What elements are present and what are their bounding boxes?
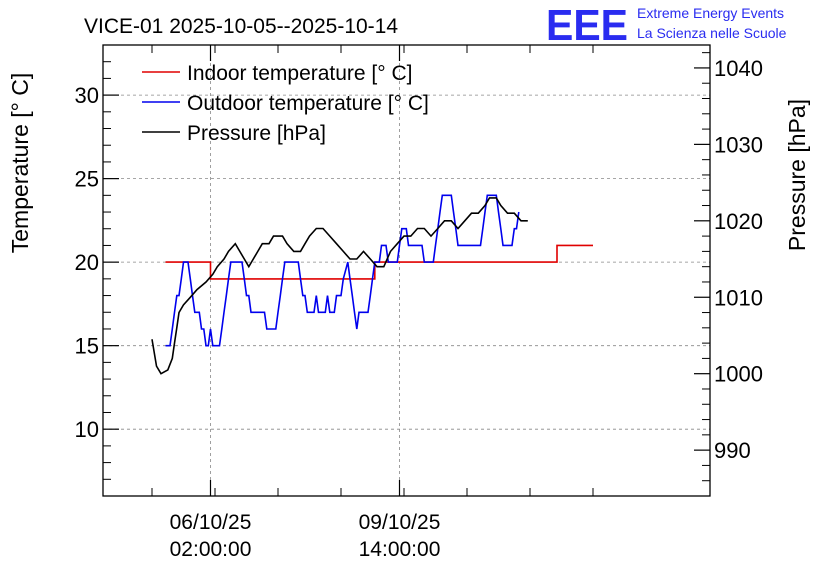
left-tick-label-10: 10 bbox=[75, 417, 99, 442]
left-tick-label-30: 30 bbox=[75, 83, 99, 108]
grid-lines bbox=[103, 45, 710, 496]
axes: 10 15 20 25 30 990 1000 1010 1020 1030 1040 06/10/2… bbox=[75, 44, 763, 561]
legend-label-indoor: Indoor temperature [° C] bbox=[187, 62, 413, 85]
right-tick-label-990: 990 bbox=[714, 438, 751, 463]
x-tick-label-time-0: 02:00:00 bbox=[170, 538, 252, 561]
plot-series bbox=[151, 194, 593, 375]
left-axis-label: Temperature [° C] bbox=[7, 73, 33, 254]
left-tick-label-20: 20 bbox=[75, 250, 99, 275]
right-tick-label-1010: 1010 bbox=[714, 285, 763, 310]
eee-logo: EEE bbox=[546, 1, 628, 50]
right-axis-label: Pressure [hPa] bbox=[784, 99, 810, 251]
series-line-outdoor bbox=[165, 194, 520, 347]
left-tick-label-25: 25 bbox=[75, 167, 99, 192]
x-tick-label-date-1: 09/10/25 bbox=[359, 511, 441, 534]
brand-line-2: La Scienza nelle Scuole bbox=[637, 25, 787, 41]
legend: Indoor temperature [° C] Outdoor tempera… bbox=[142, 62, 429, 145]
right-tick-label-1000: 1000 bbox=[714, 362, 763, 387]
plot-frame bbox=[102, 44, 711, 497]
right-tick-label-1040: 1040 bbox=[714, 56, 763, 81]
right-tick-label-1020: 1020 bbox=[714, 209, 763, 234]
right-tick-label-1030: 1030 bbox=[714, 132, 763, 157]
legend-label-pressure: Pressure [hPa] bbox=[187, 122, 326, 145]
legend-label-outdoor: Outdoor temperature [° C] bbox=[187, 92, 429, 115]
series-line-pressure bbox=[151, 197, 528, 375]
series-line-indoor bbox=[165, 244, 593, 280]
left-tick-label-15: 15 bbox=[75, 334, 99, 359]
brand-line-1: Extreme Energy Events bbox=[637, 5, 784, 21]
x-tick-label-time-1: 14:00:00 bbox=[359, 538, 441, 561]
chart-title: VICE-01 2025-10-05--2025-10-14 bbox=[84, 15, 398, 38]
x-tick-label-date-0: 06/10/25 bbox=[170, 511, 252, 534]
